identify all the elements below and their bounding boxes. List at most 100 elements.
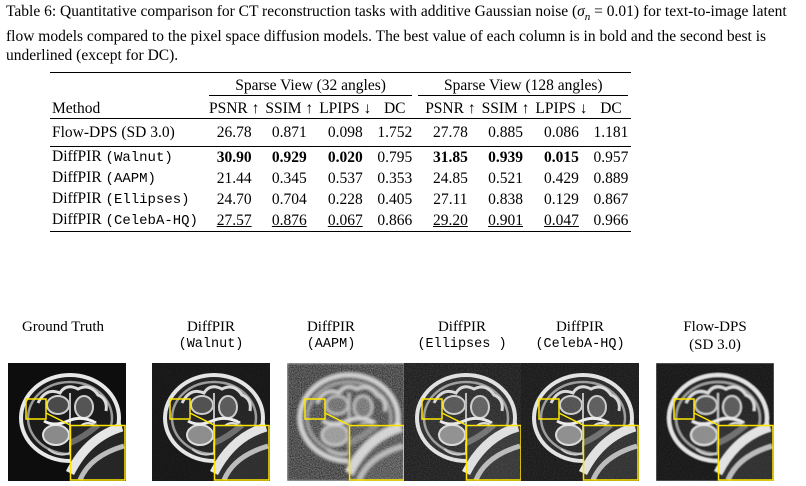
- panel-label-line1: DiffPIR: [555, 319, 605, 335]
- table-cell: 0.876: [262, 210, 317, 232]
- table-cell: 30.90: [205, 146, 263, 168]
- table-cell: 0.957: [590, 146, 632, 168]
- panel-label: Flow-DPS (SD 3.0): [645, 318, 785, 354]
- column-header: DC: [600, 100, 622, 117]
- method-name: DiffPIR: [52, 211, 106, 228]
- table-cell: 0.129: [544, 191, 579, 208]
- zoom-connector: [324, 412, 350, 426]
- panel-label-line1: DiffPIR: [306, 319, 356, 335]
- panel-label-line2: (CelebA-HQ): [535, 337, 625, 352]
- zoom-inset-box: [213, 424, 270, 481]
- column-header: LPIPS ↓: [535, 100, 588, 117]
- method-cell: DiffPIR (Walnut): [50, 146, 206, 168]
- table-cell: 0.838: [488, 191, 523, 208]
- group-label-128: Sparse View (128 angles): [418, 76, 629, 96]
- method-cell: DiffPIR (CelebA-HQ): [50, 210, 206, 232]
- table-cell: 0.098: [316, 118, 375, 147]
- table-cell: 0.889: [593, 170, 629, 187]
- zoom-connector: [189, 412, 215, 426]
- table-cell: 24.85: [432, 170, 468, 187]
- column-header: SSIM ↑: [265, 100, 314, 117]
- table-cell: 0.228: [327, 191, 363, 208]
- table-cell: 0.353: [377, 170, 413, 187]
- table-row: Flow-DPS (SD 3.0) 26.78 0.871 0.098 1.752 27.…: [50, 118, 632, 147]
- table-row: DiffPIR (AAPM) 21.44 0.345 0.537 0.353 24.85 0…: [50, 168, 631, 189]
- zoom-region-box: [421, 398, 443, 420]
- inset-noise-overlay: [70, 425, 125, 480]
- ct-reconstruction-image: [404, 363, 522, 486]
- method-name: DiffPIR: [52, 169, 106, 186]
- table-cell: 0.939: [478, 146, 533, 168]
- table-group-header-row: Sparse View (32 angles) Sparse View (128…: [50, 72, 632, 99]
- group-label-32: Sparse View (32 angles): [208, 76, 413, 96]
- zoom-connector: [693, 412, 719, 426]
- ct-reconstruction-image: [656, 363, 774, 486]
- table-caption: Table 6: Quantitative comparison for CT …: [6, 2, 802, 65]
- column-header: LPIPS ↓: [319, 100, 372, 117]
- table-row: DiffPIR (CelebA-HQ) 27.57 0.876 0.067 0.866 2…: [50, 210, 632, 232]
- panel-label-line1: Flow-DPS: [683, 319, 747, 335]
- empty-header-cell: [50, 72, 206, 99]
- table-cell: 0.020: [316, 146, 375, 168]
- results-table: Sparse View (32 angles) Sparse View (128…: [50, 72, 632, 232]
- panel-label: DiffPIR (Walnut): [141, 318, 281, 354]
- caption-sigma-sub: n: [584, 11, 591, 24]
- table-cell: 21.44: [216, 170, 252, 187]
- table-cell: 31.85: [415, 146, 479, 168]
- table-row: DiffPIR (Ellipses) 24.70 0.704 0.228 0.405 27…: [50, 189, 631, 210]
- zoom-region-box: [538, 398, 560, 420]
- table-cell: 0.429: [544, 170, 579, 187]
- table-cell: 0.929: [262, 146, 317, 168]
- panel-label-line1: Ground Truth: [21, 319, 105, 335]
- ct-reconstruction-image: [287, 363, 405, 486]
- zoom-region-box: [169, 398, 191, 420]
- inset-noise-overlay: [349, 425, 404, 480]
- method-name: DiffPIR: [52, 190, 106, 207]
- table-cell: 0.405: [377, 191, 413, 208]
- panel-label-line2: (Walnut): [178, 337, 244, 352]
- inset-noise-overlay: [583, 425, 638, 480]
- table-cell: 24.70: [216, 191, 252, 208]
- table-cell: Flow-DPS (SD 3.0): [50, 118, 206, 147]
- column-header: SSIM ↑: [481, 100, 530, 117]
- zoom-region-box: [304, 398, 326, 420]
- table-row: DiffPIR (Walnut) 30.90 0.929 0.020 0.795 31.8…: [50, 146, 632, 168]
- table-cell: 0.047: [532, 210, 591, 232]
- table-cell: 1.752: [374, 118, 416, 147]
- method-cell: DiffPIR (Ellipses): [50, 189, 206, 210]
- zoom-connector: [441, 412, 467, 426]
- table-cell: 0.067: [316, 210, 375, 232]
- caption-text-1: Table 6: Quantitative comparison for CT …: [6, 3, 578, 20]
- method-cell: DiffPIR (AAPM): [50, 168, 206, 189]
- table-cell: 0.885: [478, 118, 533, 147]
- table-cell: 27.57: [205, 210, 263, 232]
- zoom-region-box: [25, 398, 47, 420]
- table-cell: 0.537: [327, 170, 363, 187]
- ct-reconstruction-image: [152, 363, 270, 486]
- method-tag: (AAPM): [105, 171, 156, 187]
- group-header-32: Sparse View (32 angles): [205, 72, 416, 99]
- method-name: DiffPIR: [52, 148, 106, 165]
- table-cell: 0.015: [532, 146, 591, 168]
- panel-label: DiffPIR (CelebA-HQ): [510, 318, 650, 354]
- method-tag: (CelebA-HQ): [105, 213, 198, 229]
- table-cell: 0.966: [590, 210, 632, 232]
- table-cell: 0.795: [374, 146, 416, 168]
- panel-label: DiffPIR (Ellipses ): [392, 318, 532, 354]
- method-tag: (Ellipses): [105, 192, 190, 208]
- zoom-inset-box: [69, 424, 126, 481]
- group-header-128: Sparse View (128 angles): [415, 72, 632, 99]
- zoom-inset-box: [717, 424, 774, 481]
- table-cell: 0.871: [262, 118, 317, 147]
- table-cell: 0.086: [532, 118, 591, 147]
- panel-label-line1: DiffPIR: [437, 319, 487, 335]
- results-table-wrapper: Sparse View (32 angles) Sparse View (128…: [50, 72, 750, 232]
- table-cell: 1.181: [590, 118, 632, 147]
- inset-noise-overlay: [466, 425, 521, 480]
- zoom-connector: [45, 412, 71, 426]
- panel-label: Ground Truth: [0, 318, 133, 336]
- table-cell: 0.866: [374, 210, 416, 232]
- table-cell: 29.20: [415, 210, 479, 232]
- column-header: DC: [383, 100, 406, 117]
- table-cell: 27.11: [433, 191, 468, 208]
